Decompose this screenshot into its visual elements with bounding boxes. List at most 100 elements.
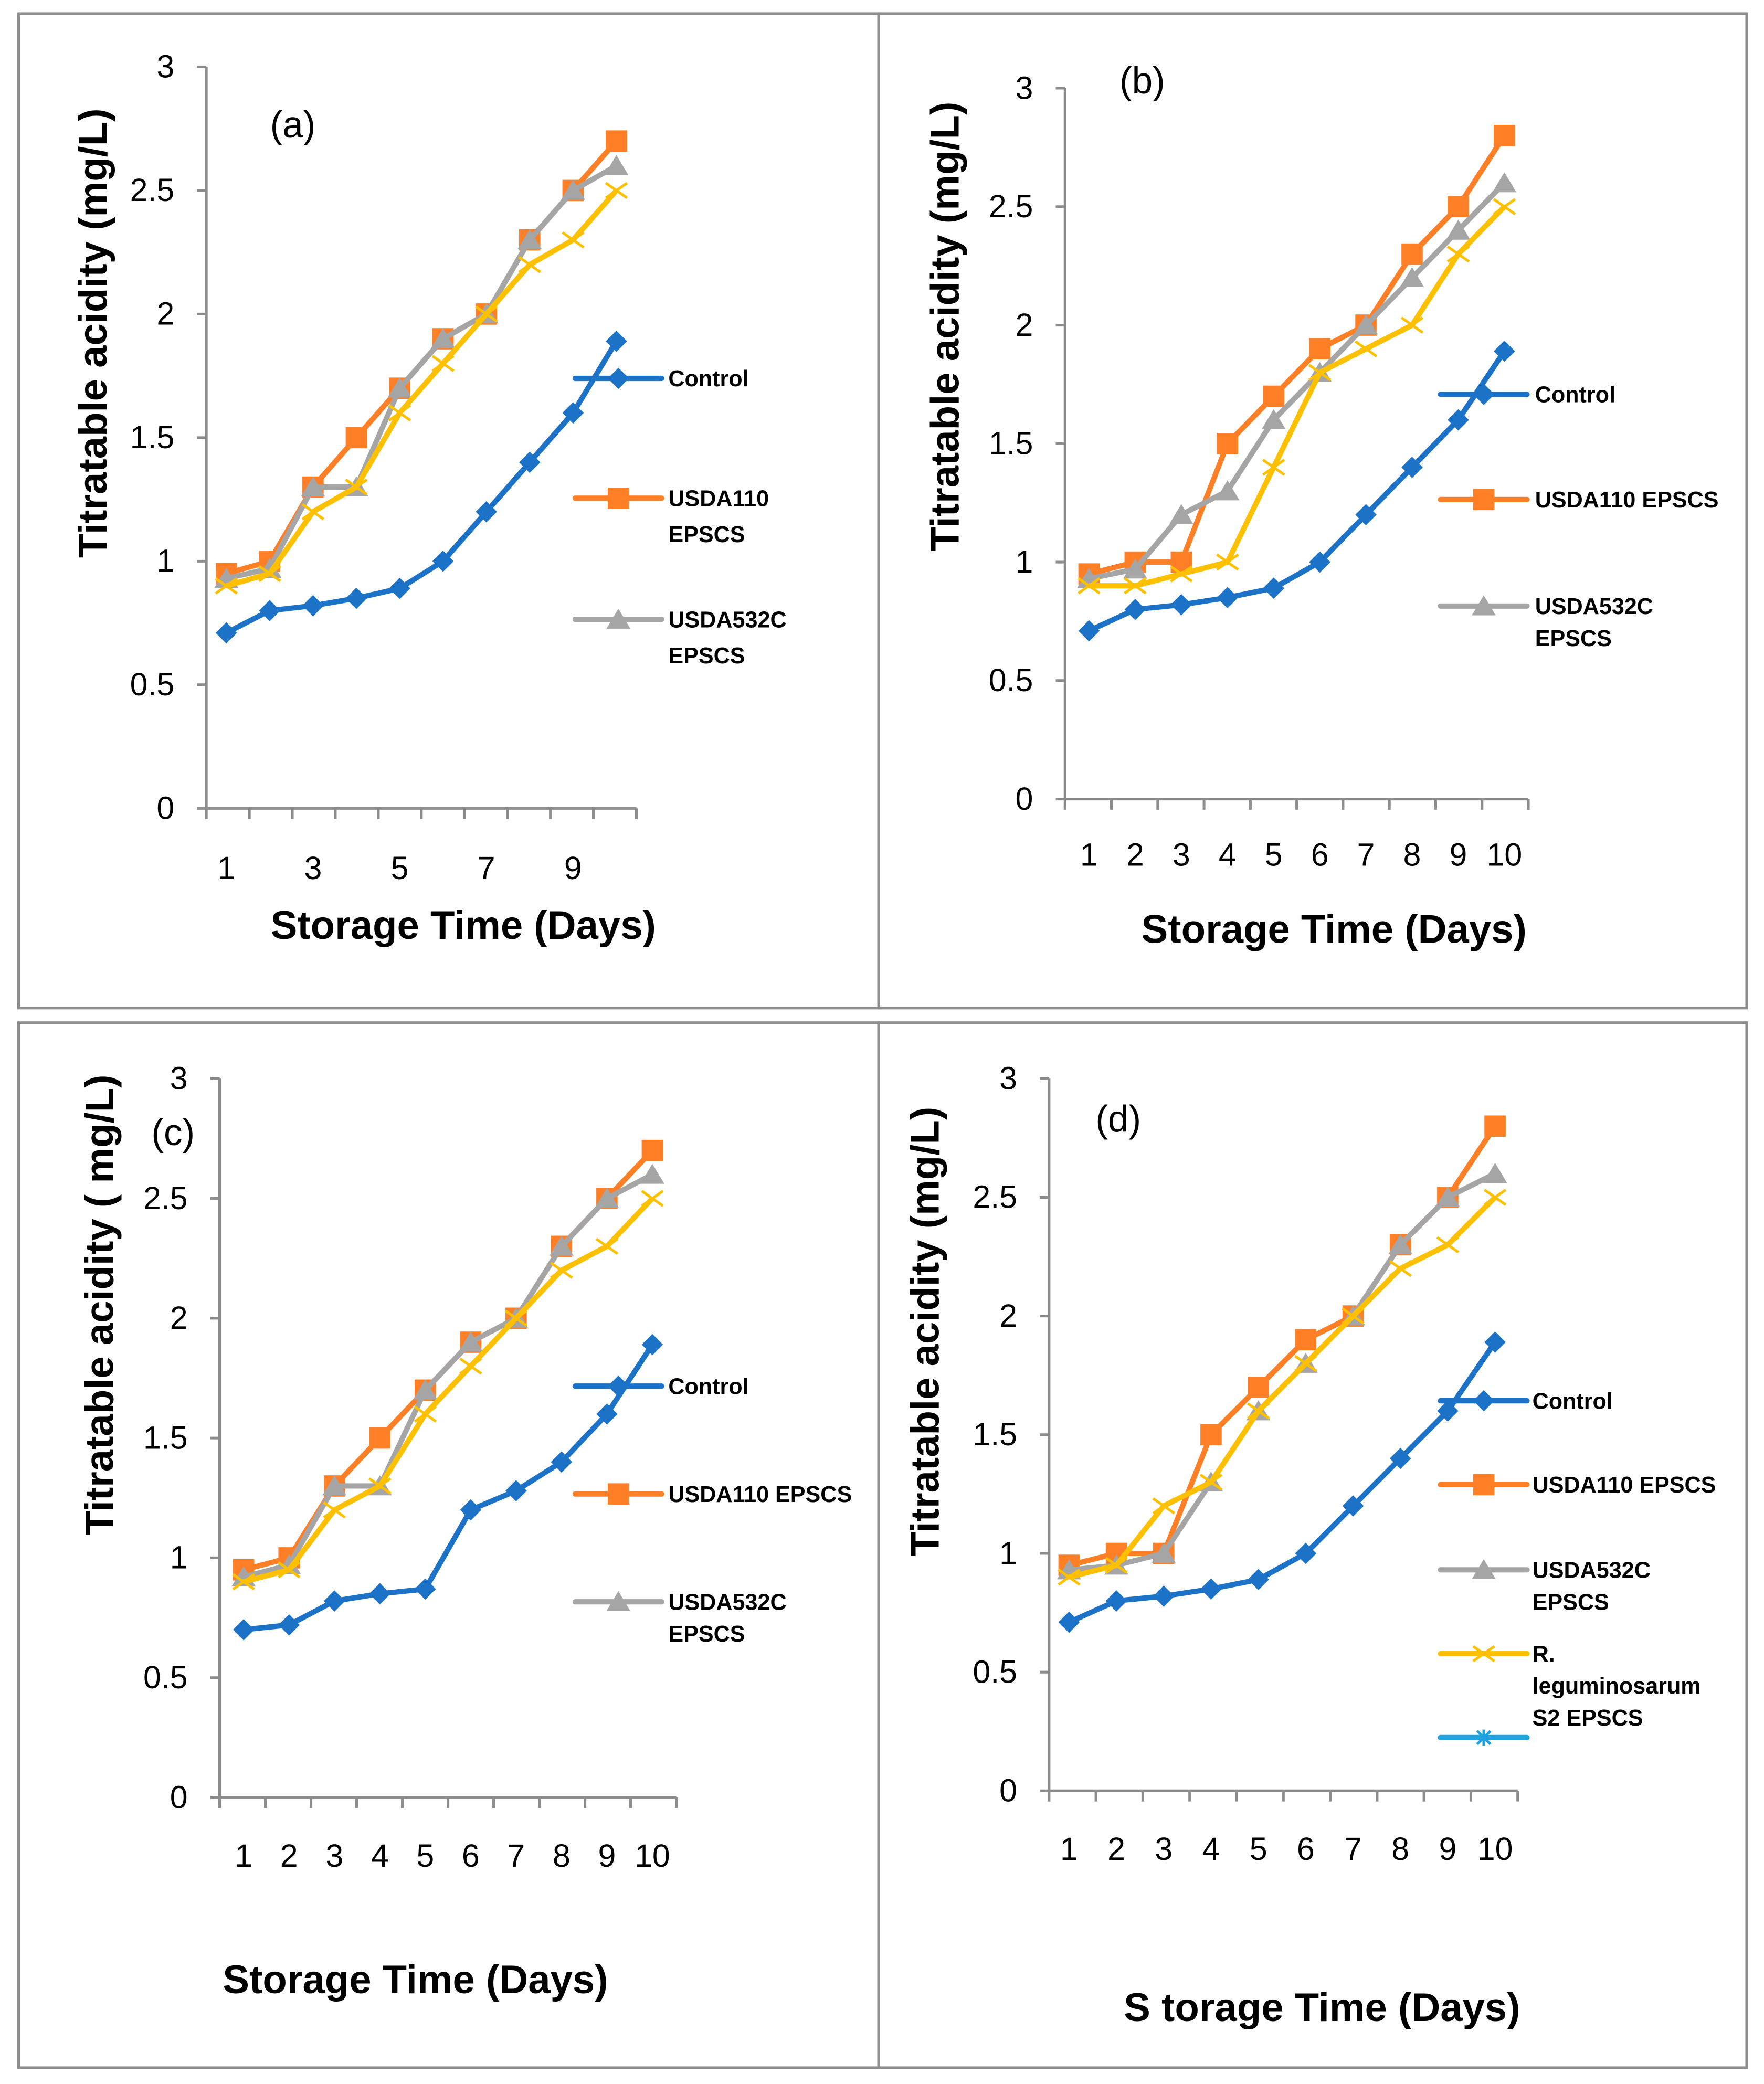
x-tick-label: 9 xyxy=(1439,1831,1456,1867)
data-point xyxy=(1217,433,1239,454)
x-tick-label: 10 xyxy=(1477,1831,1513,1867)
data-point xyxy=(1493,198,1516,216)
y-tick-label: 0.5 xyxy=(130,667,175,702)
legend-label: USDA110 EPSCS xyxy=(1535,488,1719,513)
data-point xyxy=(1388,1234,1413,1254)
series-line xyxy=(243,1343,655,1633)
data-point xyxy=(641,1334,663,1356)
legend-marker xyxy=(1473,1474,1495,1496)
data-point xyxy=(459,1357,482,1375)
x-tick-label: 7 xyxy=(1344,1831,1362,1867)
series-usda532c-epscs xyxy=(1057,1162,1507,1580)
legend-marker xyxy=(1472,1559,1496,1580)
x-tick-label: 7 xyxy=(1357,837,1375,872)
data-point xyxy=(258,565,281,583)
y-tick-label: 2 xyxy=(1016,307,1033,343)
series-line xyxy=(242,1197,654,1584)
legend-label: S2 EPSCS xyxy=(1533,1706,1643,1731)
legend-marker xyxy=(1472,595,1496,616)
panel-frame xyxy=(877,12,1748,1010)
x-tick-label: 8 xyxy=(553,1838,571,1874)
x-tick-label: 6 xyxy=(1297,1831,1315,1867)
series-control xyxy=(1078,340,1515,642)
series-line xyxy=(225,340,619,636)
data-point xyxy=(345,478,368,496)
series-line xyxy=(1088,181,1506,581)
legend-marker xyxy=(606,608,631,629)
data-point xyxy=(1170,565,1193,583)
data-point xyxy=(562,402,584,424)
data-point xyxy=(1389,1260,1412,1277)
data-point xyxy=(1216,553,1239,571)
legend-label: USDA532C xyxy=(1535,594,1653,619)
series-line xyxy=(1089,205,1506,589)
legend: Control USDA110 EPSCS USDA532C EPSCS R. legum… xyxy=(1438,1389,1716,1746)
data-point xyxy=(301,503,325,521)
legend-marker xyxy=(607,488,629,509)
data-point xyxy=(1484,1331,1506,1353)
x-tick-label: 5 xyxy=(391,850,409,886)
legend-label: USDA110 xyxy=(668,486,769,512)
x-tick-label: 4 xyxy=(1219,837,1237,872)
series-line xyxy=(1088,134,1507,577)
data-point xyxy=(550,1262,573,1279)
data-point xyxy=(1263,385,1284,407)
data-point xyxy=(415,1578,436,1600)
data-point xyxy=(605,182,628,199)
data-point xyxy=(1494,125,1515,146)
data-point xyxy=(215,577,238,595)
legend-marker xyxy=(607,1375,629,1397)
data-point xyxy=(1354,340,1378,357)
series-line xyxy=(1069,1171,1496,1573)
y-tick-label: 2.5 xyxy=(989,188,1033,224)
x-tick-label: 2 xyxy=(1126,837,1144,872)
legend-marker xyxy=(607,367,629,389)
data-point xyxy=(369,1583,391,1605)
x-tick-label: 3 xyxy=(1173,837,1190,872)
x-tick-label: 9 xyxy=(564,850,582,886)
y-tick-label: 0.5 xyxy=(989,662,1033,698)
y-tick-label: 3 xyxy=(999,1061,1017,1096)
panel-label: (b) xyxy=(1119,60,1165,102)
data-point xyxy=(322,1475,347,1496)
y-tick-label: 1 xyxy=(170,1540,188,1575)
x-tick-label: 6 xyxy=(1311,837,1329,872)
x-tick-label: 1 xyxy=(1080,837,1098,872)
x-tick-label: 1 xyxy=(1060,1831,1078,1867)
y-tick-label: 1 xyxy=(1016,544,1033,579)
series-line xyxy=(1068,1124,1497,1568)
data-point xyxy=(1123,558,1147,579)
y-tick-label: 3 xyxy=(156,49,174,84)
x-tick-label: 5 xyxy=(1265,837,1283,872)
data-point xyxy=(388,404,411,422)
data-point xyxy=(277,1561,301,1579)
data-point xyxy=(1200,1424,1222,1446)
legend-label: EPSCS xyxy=(668,522,745,547)
data-point xyxy=(1448,409,1469,431)
legend-label: USDA110 EPSCS xyxy=(1533,1473,1716,1498)
data-point xyxy=(1483,1162,1507,1183)
data-point xyxy=(1294,1355,1317,1372)
data-point xyxy=(1153,1585,1175,1607)
x-tick-label: 8 xyxy=(1391,1831,1409,1867)
data-point xyxy=(1308,364,1332,382)
x-tick-label: 9 xyxy=(1449,837,1467,872)
y-tick-label: 0 xyxy=(999,1773,1017,1808)
x-tick-label: 3 xyxy=(1155,1831,1173,1867)
data-point xyxy=(345,427,367,449)
data-point xyxy=(233,1619,255,1641)
y-tick-label: 3 xyxy=(170,1061,188,1096)
series-usda532c-epscs xyxy=(214,155,629,588)
x-tick-label: 10 xyxy=(635,1838,670,1874)
legend-label: USDA532C xyxy=(668,607,786,632)
legend-label: USDA532C xyxy=(1533,1558,1651,1583)
series-control xyxy=(233,1334,663,1641)
data-point xyxy=(641,1190,664,1207)
x-tick-label: 5 xyxy=(416,1838,434,1874)
series-r-leguminosarum-s2-epscs xyxy=(1058,1189,1507,1586)
legend-marker xyxy=(606,1591,631,1611)
data-point xyxy=(232,1573,255,1591)
data-point xyxy=(1152,1542,1176,1563)
